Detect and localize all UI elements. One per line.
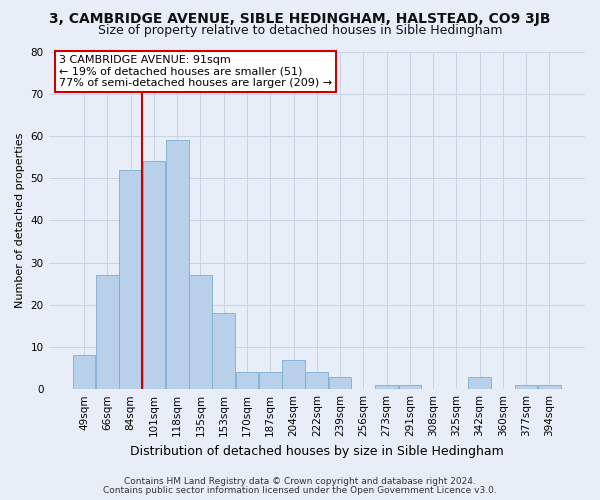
Bar [538,385,560,389]
Bar [468,376,491,389]
Bar [398,385,421,389]
Text: Contains public sector information licensed under the Open Government Licence v3: Contains public sector information licen… [103,486,497,495]
Bar [282,360,305,389]
Bar [143,161,165,389]
Bar [73,356,95,389]
Y-axis label: Number of detached properties: Number of detached properties [15,132,25,308]
Bar [515,385,538,389]
Text: 3, CAMBRIDGE AVENUE, SIBLE HEDINGHAM, HALSTEAD, CO9 3JB: 3, CAMBRIDGE AVENUE, SIBLE HEDINGHAM, HA… [49,12,551,26]
Text: 3 CAMBRIDGE AVENUE: 91sqm
← 19% of detached houses are smaller (51)
77% of semi-: 3 CAMBRIDGE AVENUE: 91sqm ← 19% of detac… [59,55,332,88]
Bar [259,372,281,389]
Bar [305,372,328,389]
X-axis label: Distribution of detached houses by size in Sible Hedingham: Distribution of detached houses by size … [130,444,503,458]
Text: Contains HM Land Registry data © Crown copyright and database right 2024.: Contains HM Land Registry data © Crown c… [124,477,476,486]
Bar [166,140,188,389]
Bar [119,170,142,389]
Bar [329,376,352,389]
Text: Size of property relative to detached houses in Sible Hedingham: Size of property relative to detached ho… [98,24,502,37]
Bar [236,372,258,389]
Bar [189,275,212,389]
Bar [375,385,398,389]
Bar [212,313,235,389]
Bar [96,275,119,389]
